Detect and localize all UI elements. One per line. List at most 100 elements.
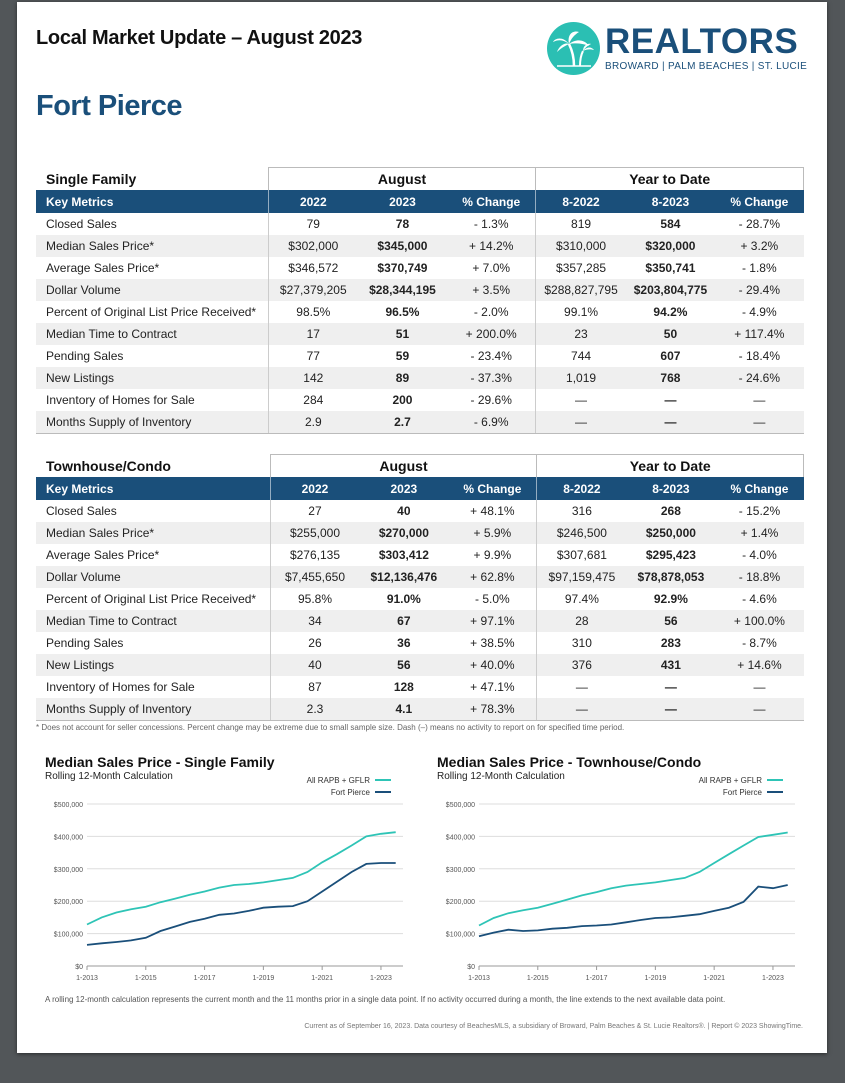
metric-label: Pending Sales — [46, 349, 124, 363]
x-tick-label: 1-2017 — [194, 975, 216, 980]
table-cell: - 18.8% — [715, 566, 804, 588]
y-tick-label: $300,000 — [54, 867, 83, 874]
table-cell: - 1.8% — [741, 261, 777, 275]
column-header: % Change — [447, 190, 536, 213]
table-cell: + 62.8% — [448, 566, 537, 588]
line-chart-svg: $0 $100,000 $200,000 $300,000 $400,000 $500,0… — [446, 776, 795, 980]
x-tick-label: 1-2015 — [135, 975, 157, 980]
table-cell: $288,827,795 — [535, 279, 626, 301]
metric-label: Months Supply of Inventory — [36, 698, 271, 721]
metric-label: New Listings — [36, 654, 271, 676]
table-cell: $27,379,205 — [267, 279, 358, 301]
metric-label: Dollar Volume — [36, 279, 269, 301]
group-header-august: August — [269, 454, 538, 477]
table-row: New Listings 40 56 + 40.0% 376 431 + 14.6% — [36, 654, 804, 676]
x-tick-label: 1-2017 — [586, 975, 608, 980]
table-cell: - 4.6% — [742, 592, 777, 606]
table-cell: 98.5% — [267, 301, 358, 323]
metric-label: Inventory of Homes for Sale — [46, 393, 195, 407]
table-cell: $250,000 — [626, 522, 716, 544]
table-cell: - 18.4% — [738, 349, 780, 363]
table-cell: - 37.3% — [447, 367, 536, 389]
table-cell: - 24.6% — [715, 367, 804, 389]
table-cell: + 3.2% — [715, 235, 804, 257]
table-cell: 91.0% — [386, 592, 421, 606]
y-tick-label: $200,000 — [54, 899, 83, 906]
metric-label: Months Supply of Inventory — [36, 411, 269, 434]
table-cell: 310 — [536, 632, 627, 654]
footnote: * Does not account for seller concession… — [36, 723, 625, 732]
column-header: 8-2022 — [535, 190, 626, 213]
table-row: Pending Sales 77 59 - 23.4% 744 607 - 18.4% — [36, 345, 804, 367]
y-tick-label: $200,000 — [446, 899, 475, 906]
table-cell: — — [715, 411, 804, 434]
table-cell: 36 — [397, 636, 411, 650]
table-cell: 78 — [395, 217, 410, 231]
table-cell: 268 — [660, 504, 681, 518]
table-cell: + 117.4% — [715, 323, 804, 345]
x-tick-label: 1-2013 — [76, 975, 98, 980]
x-tick-label: 1-2019 — [644, 975, 666, 980]
table-cell: $246,500 — [536, 522, 627, 544]
table-cell: + 14.6% — [715, 654, 804, 676]
table-cell: $203,804,775 — [625, 279, 716, 301]
metric-label: Average Sales Price* — [46, 548, 160, 562]
table-cell: $276,135 — [269, 544, 360, 566]
y-tick-label: $0 — [467, 964, 475, 971]
line-chart-svg: $0 $100,000 $200,000 $300,000 $400,000 $500,0… — [54, 776, 403, 980]
table-cell: 40 — [269, 654, 360, 676]
table-cell: — — [664, 680, 677, 694]
table-cell: 819 — [535, 213, 626, 235]
table-cell: - 29.4% — [715, 279, 804, 301]
table-cell: — — [715, 698, 804, 721]
column-header: Key Metrics — [36, 190, 269, 213]
table-cell: 2.7 — [357, 411, 448, 434]
table-cell: 284 — [267, 389, 358, 411]
group-header-ytd: Year to Date — [536, 454, 804, 477]
chart-title: Median Sales Price - Townhouse/Condo — [437, 754, 702, 770]
column-header: % Change — [448, 477, 537, 500]
column-header: 2022 — [269, 477, 360, 500]
table-cell: 87 — [269, 676, 360, 698]
legend-label: All RAPB + GFLR — [699, 776, 763, 785]
y-tick-label: $500,000 — [54, 802, 83, 809]
metric-label: Median Sales Price* — [36, 522, 271, 544]
table-row: Inventory of Homes for Sale 87 128 + 47.1% —… — [36, 676, 804, 698]
rolling-calc-note: A rolling 12-month calculation represent… — [45, 995, 726, 1004]
metric-label: Closed Sales — [46, 217, 117, 231]
legend-label: Fort Pierce — [331, 788, 371, 797]
city-name: Fort Pierce — [36, 90, 183, 122]
table-cell: — — [536, 676, 627, 698]
legend-label: All RAPB + GFLR — [307, 776, 371, 785]
table-cell: 2.3 — [269, 698, 360, 721]
table-cell: 200 — [392, 393, 413, 407]
table-cell: 95.8% — [269, 588, 360, 610]
table-row: Average Sales Price* $276,135 $303,412 + 9.… — [36, 544, 804, 566]
table-row: New Listings 142 89- 37.3% 1,019 768- 24.6% — [36, 367, 804, 389]
table-cell: $357,285 — [535, 257, 626, 279]
table-cell: 96.5% — [385, 305, 420, 319]
report-title: Local Market Update – August 2023 — [36, 27, 363, 49]
report-page: Local Market Update – August 2023 Fort P… — [17, 2, 827, 1053]
table-row: Median Sales Price* $302,000 $345,000 + 14.… — [36, 235, 804, 257]
table-row: Average Sales Price* $346,572 $370,749 + 7.… — [36, 257, 804, 279]
chart-subtitle: Rolling 12-Month Calculation — [45, 771, 173, 782]
table-cell: 94.2% — [653, 305, 688, 319]
table-cell: 50 — [625, 323, 716, 345]
table-cell: + 1.4% — [715, 522, 804, 544]
table-cell: - 2.0% — [473, 305, 509, 319]
table-cell: - 4.0% — [742, 548, 777, 562]
table-cell: $270,000 — [359, 522, 449, 544]
table-cell: $345,000 — [357, 235, 448, 257]
table-row: Median Sales Price* $255,000 $270,000 + 5.9… — [36, 522, 804, 544]
y-tick-label: $100,000 — [54, 932, 83, 939]
logo-wordmark: REALTORS — [605, 22, 799, 61]
x-tick-label: 1-2013 — [468, 975, 490, 980]
table-cell: 607 — [660, 349, 681, 363]
table-cell: 28 — [536, 610, 627, 632]
column-header: 8-2023 — [626, 477, 716, 500]
table-cell: 97.4% — [536, 588, 627, 610]
table-cell: + 97.1% — [448, 610, 537, 632]
table-cell: 99.1% — [535, 301, 626, 323]
realtors-logo: REALTORS BROWARD | PALM BEACHES | ST. LU… — [547, 22, 807, 78]
